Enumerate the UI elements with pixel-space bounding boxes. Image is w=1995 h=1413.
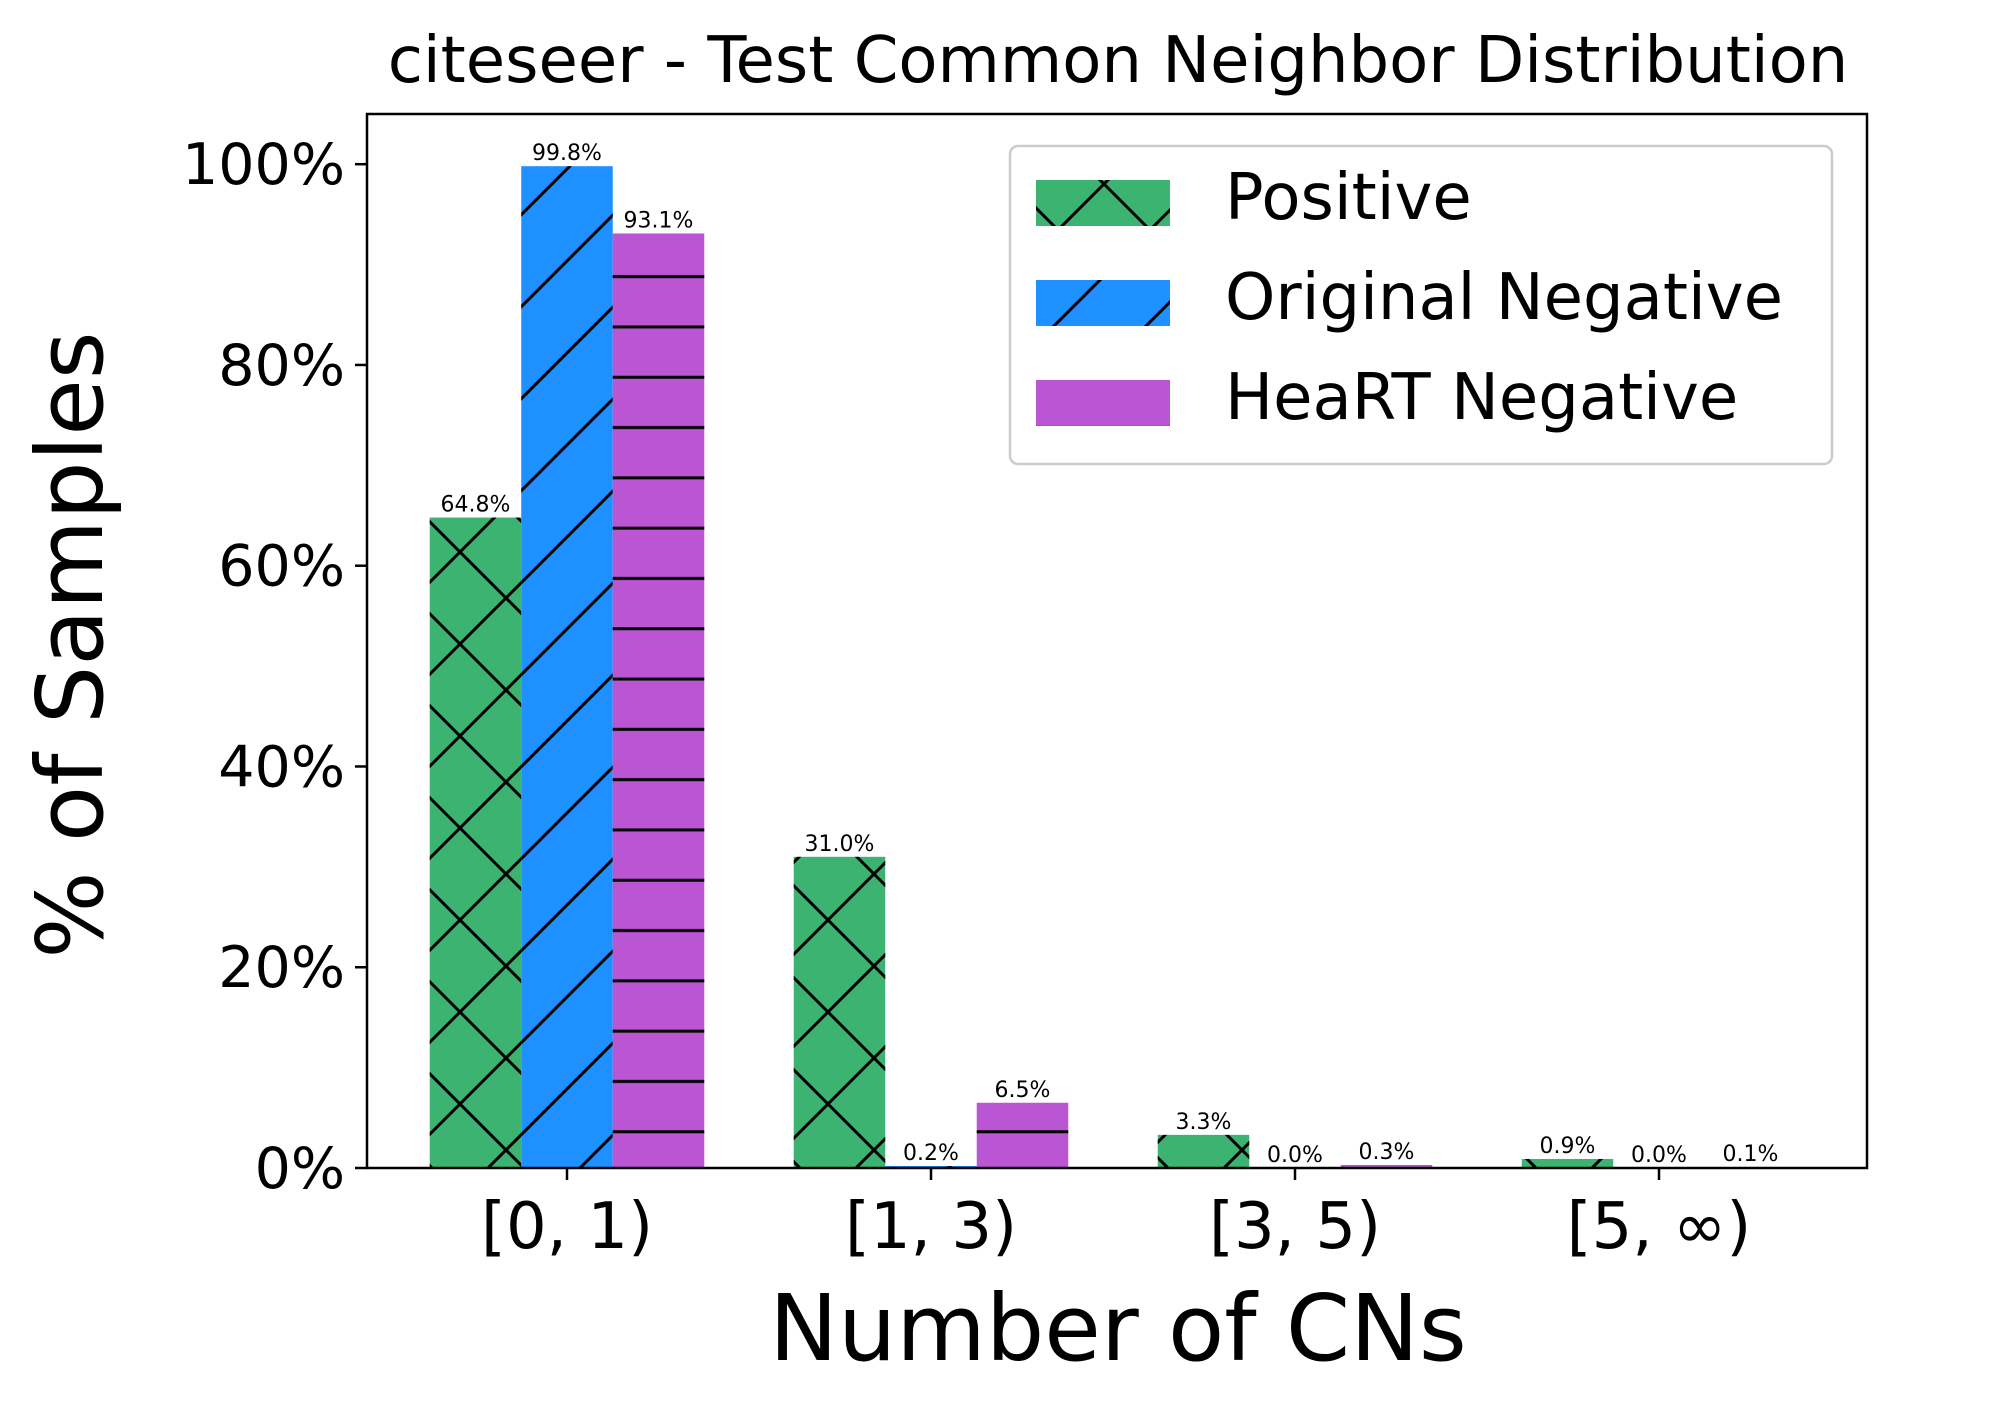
y-tick-label: 0% (255, 1136, 345, 1202)
legend-item-original-negative: Original Negative (1036, 261, 1783, 335)
legend-item-positive: Positive (1036, 161, 1472, 235)
bar-value-label: 0.0% (1267, 1143, 1323, 1168)
bar-heart-negative-2 (976, 1102, 1069, 1168)
bar-value-label: 0.0% (1631, 1143, 1687, 1168)
x-tick-label: [3, 5) (1209, 1190, 1381, 1264)
x-tick-label: [0, 1) (481, 1190, 653, 1264)
x-axis-label: Number of CNs (769, 1275, 1467, 1382)
legend-label: HeaRT Negative (1225, 361, 1738, 435)
bar-value-label: 0.3% (1359, 1140, 1415, 1165)
legend-item-heart-negative: HeaRT Negative (1036, 361, 1738, 435)
bar-value-label: 99.8% (532, 141, 602, 166)
bar-value-label: 0.9% (1540, 1134, 1596, 1159)
bar-value-label: 0.1% (1723, 1142, 1779, 1167)
bar-value-label: 64.8% (441, 493, 511, 518)
bar-heart-negative-3 (1340, 1164, 1433, 1168)
axes-frame (365, 112, 1869, 1170)
bar-positive-4 (1521, 1158, 1614, 1168)
bar-original-negative-1 (521, 166, 613, 1168)
y-axis-label: % of Samples (17, 331, 124, 958)
x-tick-label: [1, 3) (845, 1190, 1017, 1264)
bar-value-label: 0.2% (903, 1141, 959, 1166)
bar-heart-negative-1 (612, 233, 705, 1168)
bar-positive-3 (1157, 1134, 1250, 1168)
bar-value-label: 6.5% (995, 1078, 1051, 1103)
y-tick-label: 80% (218, 333, 345, 399)
bar-value-label: 93.1% (624, 208, 694, 233)
x-tick-label: [5, ∞) (1567, 1190, 1752, 1264)
bar-positive-1 (429, 517, 522, 1168)
legend: Positive Original Negative HeaRT Negative (1008, 144, 1834, 466)
legend-label: Original Negative (1225, 261, 1783, 335)
bar-value-label: 31.0% (805, 832, 875, 857)
y-tick-label: 20% (218, 935, 345, 1001)
y-tick-label: 100% (182, 132, 345, 198)
legend-label: Positive (1225, 161, 1472, 235)
bar-value-label: 3.3% (1176, 1110, 1232, 1135)
y-tick-label: 60% (218, 534, 345, 600)
y-tick-label: 40% (218, 734, 345, 800)
chart-title: citeseer - Test Common Neighbor Distribu… (388, 24, 1849, 98)
bar-positive-2 (793, 856, 886, 1168)
plot-area: 64.8% 31.0% 3.3% 0.9% 99.8% 0.2% 0.0% 0.0% 93.1%… (182, 112, 1869, 1264)
legend-box (1008, 144, 1834, 466)
